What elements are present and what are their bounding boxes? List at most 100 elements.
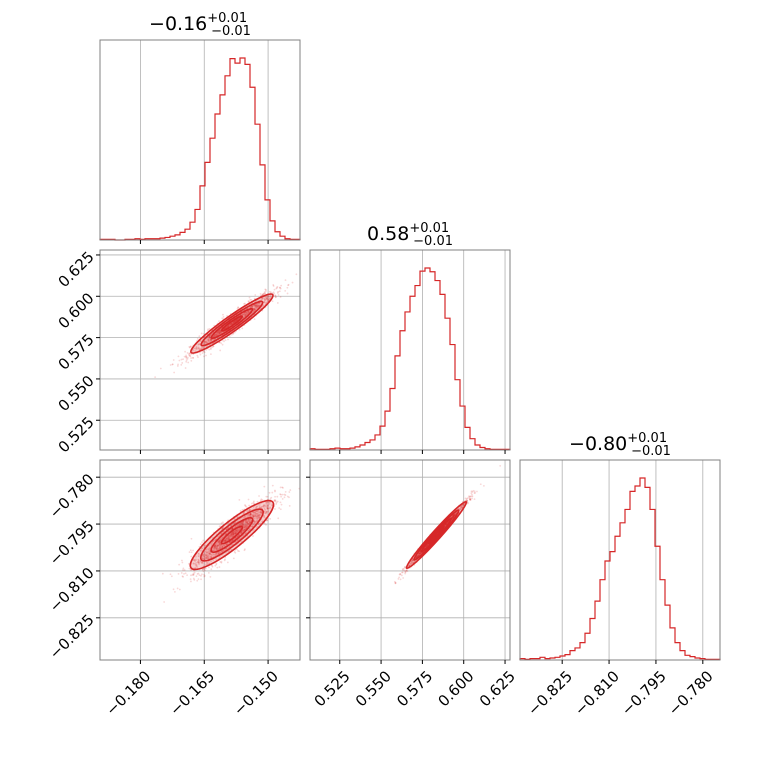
scatter-point: [219, 331, 222, 334]
scatter-point: [451, 516, 454, 519]
scatter-point: [418, 552, 420, 555]
x-tick-label: −0.825: [524, 667, 576, 719]
scatter-point: [213, 545, 216, 548]
scatter-point: [264, 290, 267, 293]
scatter-point: [201, 568, 204, 571]
scatter-point: [195, 564, 198, 567]
scatter-point: [259, 506, 262, 509]
scatter-point: [474, 491, 476, 494]
scatter-point: [419, 552, 422, 555]
scatter-point: [393, 580, 396, 583]
scatter-point: [462, 503, 465, 506]
scatter-point: [273, 500, 276, 503]
scatter-point: [232, 533, 235, 535]
scatter-point: [404, 571, 407, 573]
scatter-point: [235, 529, 238, 531]
scatter-point: [244, 314, 247, 317]
scatter-point: [426, 543, 429, 546]
scatter-point: [418, 552, 421, 555]
scatter-point: [265, 510, 268, 513]
y-tick-label: −0.825: [46, 611, 98, 663]
scatter-point: [200, 578, 202, 581]
scatter-point: [177, 572, 180, 575]
scatter-point: [230, 323, 232, 326]
scatter-point: [206, 561, 209, 564]
scatter-point: [245, 524, 248, 527]
scatter-point: [205, 557, 208, 560]
scatter-point: [425, 545, 428, 548]
scatter-point: [209, 340, 212, 343]
scatter-point: [227, 324, 230, 327]
scatter-point: [229, 528, 232, 531]
scatter-point: [402, 567, 405, 570]
scatter-point: [411, 562, 414, 565]
scatter-point: [244, 524, 247, 527]
scatter-point: [236, 318, 238, 321]
scatter-point: [233, 530, 236, 533]
scatter-point: [207, 339, 210, 342]
scatter-point: [196, 337, 199, 340]
scatter-point: [247, 519, 250, 522]
scatter-point: [254, 304, 257, 307]
scatter-point: [205, 340, 208, 343]
scatter-point: [246, 518, 249, 521]
scatter-point: [453, 514, 456, 517]
scatter-point: [202, 350, 205, 353]
scatter-point: [209, 339, 212, 341]
scatter-point: [243, 313, 246, 316]
scatter-point: [234, 319, 237, 322]
scatter-point: [470, 495, 473, 498]
scatter-point: [233, 550, 236, 553]
scatter-point: [189, 355, 192, 358]
scatter-point: [216, 333, 219, 336]
scatter-point: [262, 514, 265, 517]
scatter-point: [426, 544, 428, 547]
scatter-point: [205, 557, 208, 560]
scatter-point: [266, 495, 269, 498]
scatter-point: [224, 533, 227, 535]
scatter-point: [408, 564, 411, 566]
scatter-point: [198, 574, 201, 577]
scatter-point: [225, 547, 228, 550]
scatter-point: [469, 498, 472, 501]
panel-frame: [99, 249, 301, 451]
scatter-point: [274, 499, 277, 502]
scatter-point: [416, 555, 419, 558]
scatter-point: [256, 517, 259, 519]
scatter-point: [247, 522, 249, 525]
scatter-point: [257, 514, 260, 517]
scatter-point: [221, 545, 224, 548]
scatter-point: [225, 547, 228, 550]
scatter-point: [193, 578, 196, 581]
scatter-point: [208, 552, 211, 555]
scatter-point: [254, 308, 256, 311]
scatter-point: [216, 544, 219, 547]
scatter-point: [184, 572, 187, 575]
scatter-point: [217, 535, 220, 538]
scatter-point: [253, 308, 256, 311]
scatter-point: [453, 513, 456, 516]
scatter-point: [218, 539, 221, 542]
scatter-point: [263, 291, 266, 294]
scatter-point: [217, 547, 220, 550]
scatter-point: [244, 314, 247, 316]
scatter-point: [198, 348, 201, 351]
scatter-point: [205, 554, 207, 557]
scatter-point: [262, 505, 265, 508]
scatter-point: [203, 555, 206, 558]
scatter-point: [262, 504, 265, 507]
scatter-point: [202, 570, 205, 573]
scatter-point: [453, 513, 456, 516]
scatter-point: [258, 302, 261, 304]
scatter-point: [233, 321, 236, 323]
scatter-point: [252, 511, 255, 514]
scatter-point: [246, 510, 248, 512]
scatter-point: [186, 357, 189, 360]
scatter-point: [242, 522, 244, 525]
scatter-point: [233, 320, 236, 323]
scatter-point: [227, 338, 229, 341]
scatter-point: [251, 525, 254, 528]
scatter-point: [255, 303, 257, 306]
scatter-point: [231, 322, 233, 325]
scatter-point: [181, 559, 183, 562]
